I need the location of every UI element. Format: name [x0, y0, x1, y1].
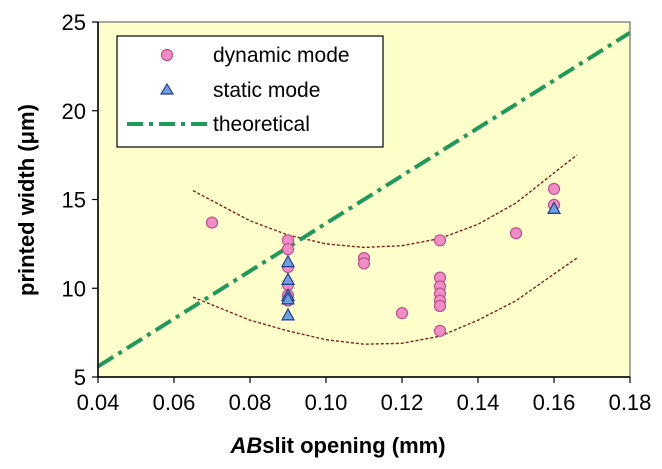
dynamic-mode-point: [357, 257, 371, 270]
data-markers: [205, 182, 562, 337]
dynamic-mode-point: [281, 243, 295, 256]
static-mode-point: [280, 291, 296, 305]
y-tick-label: 25: [62, 10, 86, 35]
y-tick-label: 20: [62, 99, 86, 124]
dynamic-mode-point: [205, 216, 219, 229]
y-tick-label: 5: [74, 365, 86, 390]
dynamic-mode-point: [547, 182, 561, 195]
legend-dynamic-marker: [160, 48, 174, 62]
envelope-curve: [192, 257, 578, 345]
x-axis-title: ABslit opening (mm): [229, 433, 445, 458]
y-tick-label: 10: [62, 276, 86, 301]
x-ticks: 0.04 0.06 0.08 0.10 0.12 0.14 0.16 0.18: [77, 377, 652, 415]
theoretical-line-group: [96, 31, 632, 369]
x-axis-title-text: slit opening (mm): [262, 433, 445, 458]
x-axis-title-prefix: AB: [229, 433, 262, 458]
x-tick-label: 0.04: [77, 390, 120, 415]
static-mode-point: [280, 272, 296, 285]
y-axis-title: printed width (μm): [14, 104, 39, 296]
x-tick-label: 0.10: [305, 390, 348, 415]
theoretical-line: [96, 31, 632, 369]
dynamic-mode-point: [433, 234, 447, 247]
x-tick-label: 0.08: [229, 390, 272, 415]
x-tick-label: 0.18: [609, 390, 652, 415]
static-mode-point: [546, 201, 562, 214]
dynamic-mode-point: [509, 227, 523, 240]
x-tick-label: 0.16: [533, 390, 576, 415]
dynamic-mode-point: [395, 307, 409, 320]
y-tick-label: 15: [62, 188, 86, 213]
legend: dynamic mode static mode theoretical: [116, 35, 384, 148]
envelope-lines: [192, 154, 578, 345]
x-tick-label: 0.06: [153, 390, 196, 415]
dynamic-mode-point: [433, 324, 447, 337]
legend-dynamic-label: dynamic mode: [213, 44, 350, 67]
x-tick-label: 0.14: [457, 390, 500, 415]
x-tick-label: 0.12: [381, 390, 424, 415]
static-mode-point: [280, 254, 296, 268]
legend-static-label: static mode: [213, 79, 320, 102]
y-ticks: 5 10 15 20 25: [62, 10, 98, 390]
legend-static-marker: [159, 82, 175, 95]
envelope-curve: [192, 154, 578, 249]
static-mode-point: [280, 307, 296, 321]
dynamic-mode-point: [433, 299, 447, 313]
legend-theoretical-label: theoretical: [213, 113, 310, 136]
